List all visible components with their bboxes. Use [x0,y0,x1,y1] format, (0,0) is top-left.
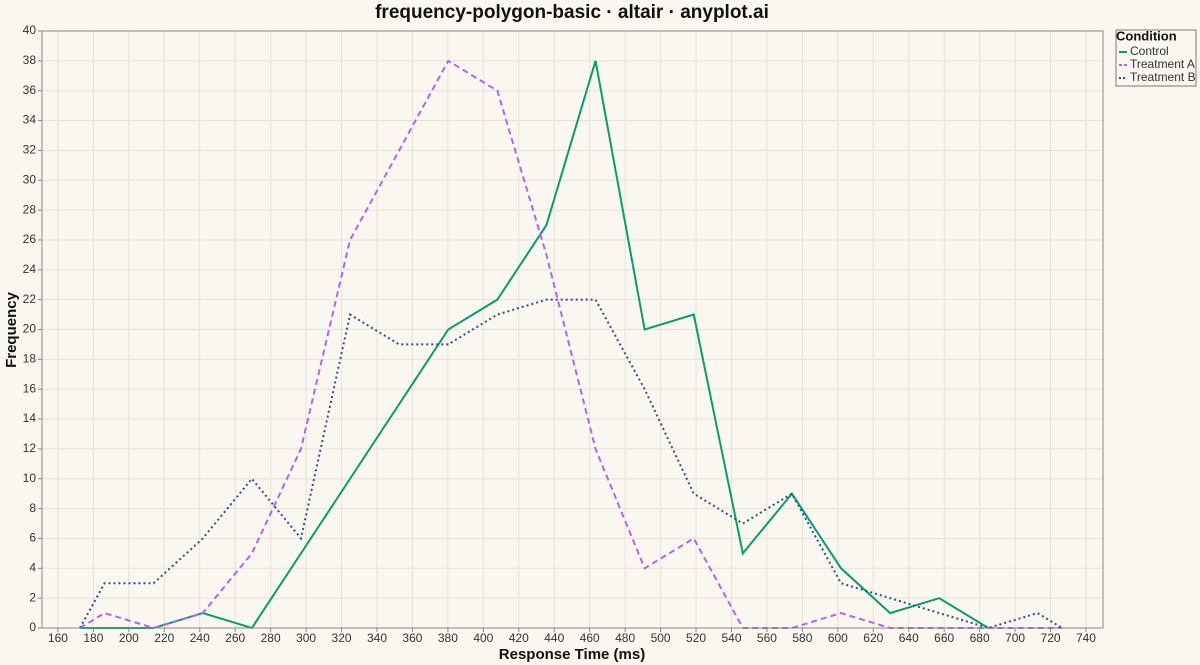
y-tick-label: 16 [23,381,37,395]
y-tick-label: 26 [23,232,37,246]
legend-label: Treatment B [1130,70,1196,84]
x-tick-label: 420 [509,631,529,645]
y-tick-label: 12 [23,441,37,455]
y-tick-label: 40 [23,23,37,37]
x-tick-label: 720 [1041,631,1061,645]
y-tick-label: 20 [23,322,37,336]
x-tick-label: 540 [721,631,741,645]
y-tick-label: 18 [23,352,37,366]
y-tick-label: 30 [23,172,37,186]
y-tick-label: 24 [23,262,37,276]
x-tick-label: 220 [154,631,174,645]
legend-box [1115,29,1197,87]
x-tick-label: 740 [1076,631,1096,645]
y-tick-label: 36 [23,83,37,97]
y-axis-title: Frequency [3,291,20,368]
y-tick-label: 4 [29,560,36,574]
x-tick-label: 660 [934,631,954,645]
legend-label: Control [1130,44,1169,58]
y-tick-label: 10 [23,471,37,485]
y-tick-label: 6 [29,531,36,545]
x-tick-label: 640 [899,631,919,645]
y-tick-label: 0 [29,620,36,634]
x-tick-label: 440 [544,631,564,645]
series-line [79,59,1063,630]
y-tick-label: 14 [23,411,37,425]
x-tick-label: 300 [296,631,316,645]
y-tick-label: 32 [23,143,37,157]
x-tick-label: 280 [261,631,281,645]
x-tick-label: 360 [402,631,422,645]
y-tick-label: 2 [29,590,36,604]
grid: 0246810121416182022242628303234363840160… [23,23,1103,645]
x-tick-label: 680 [970,631,990,645]
x-tick-label: 200 [119,631,139,645]
x-tick-label: 480 [615,631,635,645]
x-tick-label: 700 [1005,631,1025,645]
y-tick-label: 22 [23,292,37,306]
x-tick-label: 460 [580,631,600,645]
y-tick-label: 38 [23,53,37,67]
y-tick-label: 34 [23,113,37,127]
x-tick-label: 320 [332,631,352,645]
x-tick-label: 620 [863,631,883,645]
x-axis-title: Response Time (ms) [499,646,645,663]
x-tick-label: 500 [651,631,671,645]
x-tick-label: 400 [473,631,493,645]
x-tick-label: 520 [686,631,706,645]
x-tick-label: 380 [438,631,458,645]
plot-frame [41,30,1104,629]
y-tick-label: 8 [29,501,36,515]
legend-title: Condition [1116,28,1177,43]
chart-title: frequency-polygon-basic · altair · anypl… [375,2,769,23]
x-tick-label: 180 [83,631,103,645]
x-tick-label: 160 [48,631,68,645]
x-tick-label: 560 [757,631,777,645]
legend-label: Treatment A [1130,57,1195,71]
x-tick-label: 260 [225,631,245,645]
x-tick-label: 600 [828,631,848,645]
series-line [79,298,1063,630]
lines [79,59,1063,630]
series-line [79,60,989,630]
x-tick-label: 240 [190,631,210,645]
x-tick-label: 340 [367,631,387,645]
x-tick-label: 580 [792,631,812,645]
y-tick-label: 28 [23,202,37,216]
